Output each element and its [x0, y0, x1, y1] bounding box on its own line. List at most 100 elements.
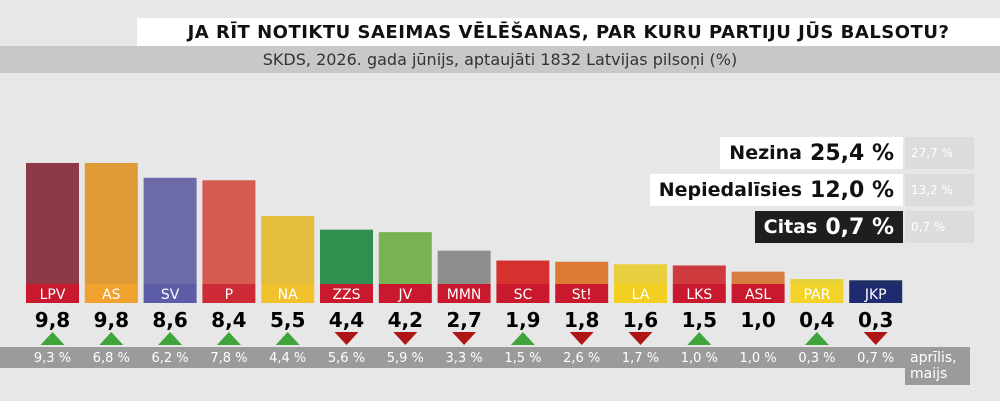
value-label: 1,5	[682, 308, 717, 332]
highlight-box: Nezina 25,4 %	[720, 137, 903, 169]
trend-up-icon	[510, 332, 535, 345]
party-label: JV	[397, 287, 412, 303]
value-label: 1,8	[564, 308, 599, 332]
party-label-bg	[614, 284, 667, 303]
bar	[378, 232, 432, 284]
party-label-bg	[790, 284, 844, 303]
value-label: 1,6	[623, 308, 658, 332]
party-label: LPV	[40, 287, 66, 303]
highlight-previous: 13,2 %	[905, 174, 974, 206]
previous-value-label: 9,3 %	[34, 351, 71, 366]
bar	[731, 271, 785, 284]
subtitle-bar: SKDS, 2026. gada jūnijs, aptaujāti 1832 …	[0, 46, 1000, 73]
previous-value-label: 1,5 %	[504, 351, 541, 366]
value-label: 4,2	[388, 308, 423, 332]
party-label: St!	[572, 287, 592, 303]
previous-value-label: 1,7 %	[622, 351, 659, 366]
period-label: maijs	[910, 366, 947, 382]
trend-up-icon	[99, 332, 124, 345]
highlight-label: Nepiedalīsies	[658, 179, 803, 201]
period-label-box	[905, 347, 970, 385]
party-label: ASL	[745, 287, 771, 303]
highlight-label: Citas	[763, 216, 818, 238]
previous-value-label: 6,8 %	[93, 351, 130, 366]
highlight-row: Nezina 25,4 %	[600, 137, 903, 169]
highlight-previous: 27,7 %	[905, 137, 974, 169]
party-label-bg	[731, 284, 785, 303]
previous-value-label: 0,7 %	[857, 351, 894, 366]
trend-down-icon	[863, 332, 888, 345]
bar	[143, 177, 197, 284]
trend-down-icon	[569, 332, 594, 345]
previous-value-label: 5,9 %	[387, 351, 424, 366]
bar	[849, 280, 903, 284]
party-label-bg	[202, 284, 256, 303]
value-label: 8,4	[211, 308, 246, 332]
previous-strip	[0, 347, 905, 368]
party-label: PAR	[803, 287, 830, 303]
previous-value-label: 1,0 %	[681, 351, 718, 366]
bar	[790, 279, 844, 284]
value-label: 1,0	[740, 308, 775, 332]
highlight-value: 0,7 %	[825, 214, 894, 240]
value-label: 4,4	[329, 308, 364, 332]
party-label-bg	[672, 284, 726, 303]
value-label: 8,6	[152, 308, 187, 332]
party-label-bg	[26, 284, 79, 303]
party-label: NA	[278, 287, 298, 303]
party-label-bg	[320, 284, 373, 303]
party-label: MMN	[447, 287, 482, 303]
party-label: ZZS	[332, 287, 360, 303]
party-label-bg	[84, 284, 138, 303]
value-label: 1,9	[505, 308, 540, 332]
value-label: 2,7	[446, 308, 481, 332]
highlight-value: 12,0 %	[810, 177, 894, 203]
value-label: 9,8	[94, 308, 129, 332]
trend-down-icon	[452, 332, 477, 345]
value-label: 0,4	[799, 308, 834, 332]
party-label-bg	[378, 284, 432, 303]
highlight-row: Nepiedalīsies 12,0 %	[600, 174, 903, 206]
bar	[437, 250, 491, 284]
party-label: SC	[514, 287, 533, 303]
party-label: AS	[102, 287, 121, 303]
chart-title: JA RĪT NOTIKTU SAEIMAS VĒLĒŠANAS, PAR KU…	[187, 22, 950, 43]
party-label: SV	[161, 287, 180, 303]
party-label: JKP	[864, 287, 887, 303]
highlight-previous: 0,7 %	[905, 211, 974, 243]
bar	[672, 265, 726, 284]
bar	[555, 261, 609, 284]
trend-down-icon	[628, 332, 653, 345]
previous-value-label: 5,6 %	[328, 351, 365, 366]
bar	[261, 216, 315, 284]
chart-subtitle: SKDS, 2026. gada jūnijs, aptaujāti 1832 …	[262, 50, 738, 69]
trend-up-icon	[687, 332, 712, 345]
previous-value-label: 1,0 %	[740, 351, 777, 366]
title-bar: JA RĪT NOTIKTU SAEIMAS VĒLĒŠANAS, PAR KU…	[137, 18, 1000, 46]
highlight-box: Nepiedalīsies 12,0 %	[649, 174, 903, 206]
value-label: 5,5	[270, 308, 305, 332]
highlight-value: 25,4 %	[810, 140, 894, 166]
previous-value-label: 4,4 %	[269, 351, 306, 366]
trend-up-icon	[216, 332, 241, 345]
bar	[202, 180, 256, 284]
party-label-bg	[143, 284, 197, 303]
previous-value-label: 7,8 %	[210, 351, 247, 366]
bar	[496, 260, 550, 284]
highlight-box: Citas 0,7 %	[754, 211, 903, 243]
previous-value-label: 0,3 %	[798, 351, 835, 366]
party-label: P	[225, 287, 233, 303]
value-label: 9,8	[35, 308, 70, 332]
period-label: aprīlis,	[910, 350, 957, 366]
party-label-bg	[437, 284, 491, 303]
previous-value-label: 3,3 %	[446, 351, 483, 366]
bar	[26, 162, 79, 284]
party-label-bg	[849, 284, 903, 303]
trend-down-icon	[334, 332, 359, 345]
trend-down-icon	[393, 332, 418, 345]
highlight-label: Nezina	[729, 142, 803, 164]
bar	[84, 162, 138, 284]
trend-up-icon	[40, 332, 65, 345]
party-label-bg	[555, 284, 609, 303]
